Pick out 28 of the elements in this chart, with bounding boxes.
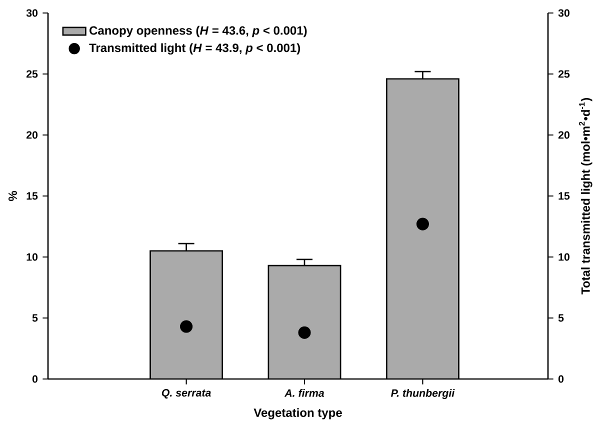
y2-axis-title: Total transmitted light (mol•m$^{2}$•d$^{-1}$) [579,98,592,294]
y2-tick-label: 5 [558,314,564,322]
y-tick-label: 30 [26,9,38,17]
x-tick-label: P. thunbergii [390,389,455,399]
legend-label: Canopy openness (H = 43.6, p < 0.001) [90,26,307,38]
y-tick-label: 25 [26,70,38,78]
x-axis-title: Vegetation type [254,408,342,420]
y2-tick-label: 10 [558,253,570,261]
y-tick-label: 15 [26,192,38,200]
y-tick-label: 0 [32,375,38,383]
y2-tick-label: 15 [558,192,570,200]
bar [386,78,460,379]
y-axis-title: % [8,190,17,202]
bar [268,266,341,379]
y2-tick-label: 30 [558,9,570,17]
point [416,218,429,230]
point [298,326,311,339]
x-tick-label: Q. serrata [162,389,211,399]
point [180,320,193,333]
legend-label: Transmitted light (H = 43.9, p < 0.001) [89,43,300,55]
y2-tick-label: 0 [558,375,564,383]
y-tick-label: 10 [26,253,38,261]
y2-tick-label: 25 [558,70,570,78]
y-tick-label: 20 [26,131,38,139]
x-tick-label: A. firma [284,389,324,397]
bar [150,250,222,379]
y2-tick-label: 20 [558,131,570,139]
y-tick-label: 5 [32,314,38,322]
